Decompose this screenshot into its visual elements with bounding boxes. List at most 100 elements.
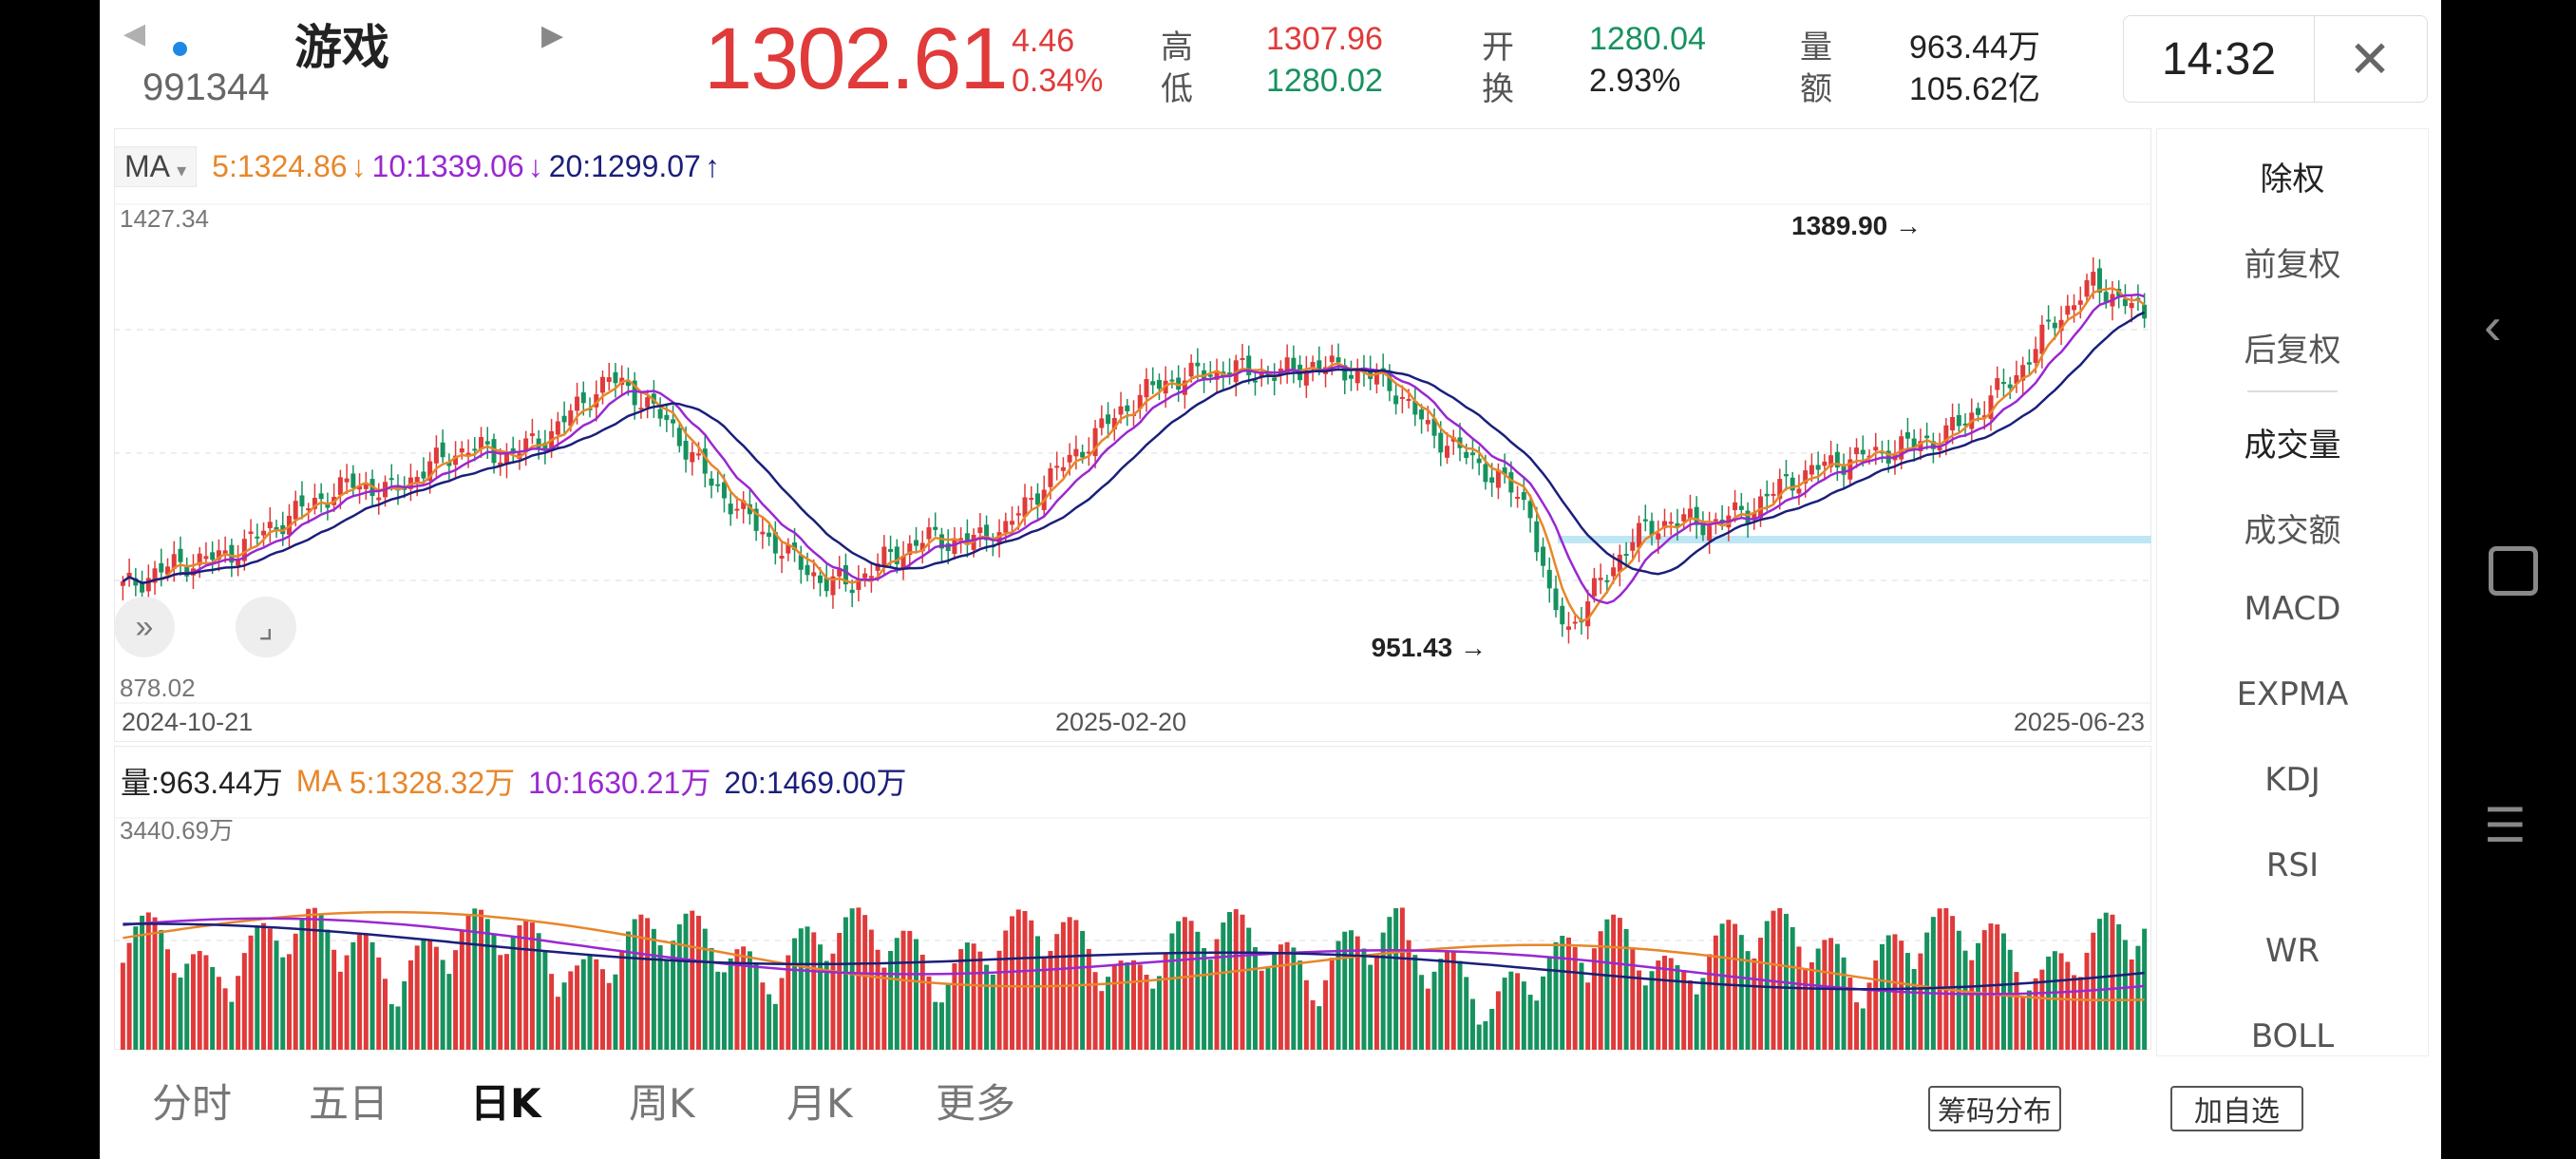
volume-bar	[446, 974, 452, 1050]
sidebar-item-backward-adjust[interactable]: 后复权	[2244, 332, 2341, 370]
sidebar-item-kdj[interactable]: KDJ	[2264, 761, 2320, 799]
volume-bar	[938, 1002, 944, 1050]
candle-body	[446, 462, 452, 466]
candle-body	[606, 377, 612, 382]
home-nav-icon[interactable]	[2489, 546, 2538, 596]
shrink-icon[interactable]: ⌟	[236, 597, 296, 657]
sidebar-item-forward-adjust[interactable]: 前复权	[2244, 246, 2341, 284]
candle-body	[395, 484, 401, 491]
volume-bar	[1003, 930, 1009, 1050]
volume-bar	[1393, 908, 1399, 1050]
volume-bar	[484, 919, 490, 1050]
add-watchlist-button[interactable]: 加自选	[2170, 1086, 2303, 1131]
volume-bar	[919, 954, 925, 1050]
volume-bar	[894, 938, 900, 1050]
ma10-line	[122, 293, 2145, 605]
candle-body	[1976, 408, 1981, 415]
candle-body	[1642, 519, 1648, 522]
volume-bar	[843, 917, 848, 1050]
volume-bar	[549, 974, 555, 1050]
candle-body	[1771, 493, 1776, 496]
candle-body	[241, 539, 247, 561]
open-label: 开	[1482, 28, 1514, 66]
candle-body	[261, 530, 267, 536]
volume-bar	[715, 971, 721, 1050]
volume-bar	[1329, 958, 1335, 1050]
candle-body	[1866, 455, 1872, 458]
volume-bar	[210, 966, 216, 1050]
back-nav-icon[interactable]: ‹	[2484, 295, 2502, 355]
candle-body	[484, 441, 490, 445]
candle-body	[2052, 322, 2057, 329]
chip-distribution-button[interactable]: 筹码分布	[1928, 1086, 2061, 1131]
sidebar-item-volume[interactable]: 成交量	[2244, 427, 2341, 465]
candle-body	[337, 477, 343, 496]
volume-bar	[440, 960, 445, 1050]
volume-bar	[798, 928, 804, 1050]
sidebar-item-wr[interactable]: WR	[2264, 932, 2320, 970]
candle-body	[2103, 292, 2109, 302]
candle-body	[1310, 362, 1316, 368]
candle-body	[1445, 446, 1450, 458]
candle-body	[2142, 304, 2148, 319]
tab-intraday[interactable]: 分时	[152, 1080, 233, 1127]
candle-body	[1515, 496, 1521, 499]
tab-daily-k[interactable]: 日K	[470, 1080, 541, 1127]
candle-body	[472, 448, 478, 451]
volume-bar	[1649, 971, 1655, 1050]
candle-body	[1598, 578, 1603, 580]
next-stock-icon[interactable]: ▶	[541, 20, 564, 51]
volume-bar	[407, 960, 413, 1050]
candle-body	[702, 448, 708, 474]
sidebar-item-expma[interactable]: EXPMA	[2236, 675, 2349, 713]
volume-bar	[792, 938, 798, 1050]
candle-body	[881, 546, 887, 566]
candle-body	[216, 550, 221, 560]
candle-body	[344, 478, 350, 483]
candle-body	[1911, 438, 1917, 447]
recents-nav-icon[interactable]: ☰	[2484, 799, 2527, 852]
candle-body	[1022, 497, 1028, 517]
kline-chart[interactable]: 1427.34 878.02 2024-10-21 2025-02-20 2025-06…	[114, 128, 2151, 1050]
vol-ma5-legend: 5:1328.32万	[349, 766, 516, 800]
volume-bar	[1150, 988, 1156, 1050]
volume-bar	[216, 977, 221, 1050]
candle-body	[1777, 479, 1783, 500]
volume-bar	[402, 980, 407, 1050]
prev-stock-icon[interactable]: ◀	[123, 18, 146, 49]
volume-bar	[1067, 917, 1072, 1050]
ma-selector[interactable]: MA ▾	[114, 145, 198, 187]
candle-body	[2058, 319, 2064, 332]
volume-bar	[1642, 985, 1648, 1050]
sidebar-item-rsi[interactable]: RSI	[2265, 846, 2320, 884]
sidebar-item-ex-rights[interactable]: 除权	[2260, 161, 2325, 199]
volume-bar	[1918, 953, 1923, 1050]
close-icon[interactable]: ✕	[2313, 15, 2428, 103]
volume-bar	[933, 1001, 938, 1050]
tab-monthly-k[interactable]: 月K	[786, 1080, 853, 1127]
tab-more[interactable]: 更多	[936, 1080, 1016, 1127]
sidebar-item-amount[interactable]: 成交额	[2244, 512, 2341, 550]
candle-body	[1733, 502, 1738, 510]
volume-bar	[1111, 965, 1117, 1050]
volume-bar	[465, 915, 471, 1050]
expand-icon[interactable]: »	[114, 597, 175, 657]
candle-body	[171, 554, 177, 569]
candle-body	[1086, 451, 1091, 454]
tab-five-day[interactable]: 五日	[309, 1080, 389, 1127]
candle-body	[503, 453, 509, 465]
candle-body	[919, 542, 925, 552]
volume-bar	[241, 953, 247, 1050]
sidebar-item-boll[interactable]: BOLL	[2250, 1017, 2335, 1055]
sidebar-item-macd[interactable]: MACD	[2244, 590, 2341, 628]
volume-bar	[1476, 1024, 1482, 1050]
candle-body	[1015, 513, 1021, 516]
candle-body	[894, 546, 900, 564]
candle-body	[599, 376, 605, 393]
volume-bar	[171, 973, 177, 1050]
vol-ma20-line	[123, 922, 2145, 991]
candle-body	[1630, 542, 1636, 551]
volume-bar	[657, 945, 663, 1050]
volume-bar	[280, 957, 286, 1050]
tab-weekly-k[interactable]: 周K	[629, 1080, 695, 1127]
